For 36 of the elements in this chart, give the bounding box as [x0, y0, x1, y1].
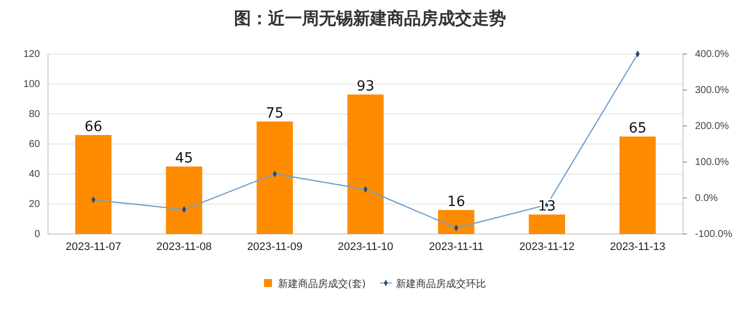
bar — [75, 135, 112, 234]
y2-tick-label: 100.0% — [695, 157, 730, 168]
y2-tick-label: -100.0% — [695, 229, 732, 240]
x-tick-label: 2023-11-07 — [66, 240, 122, 253]
chart-title: 图：近一周无锡新建商品房成交走势 — [234, 9, 506, 29]
y-tick-label: 100 — [23, 79, 40, 90]
legend-label: 新建商品房成交(套) — [278, 278, 366, 290]
y2-tick-label: 0.0% — [695, 193, 718, 204]
x-tick-label: 2023-11-09 — [247, 240, 303, 253]
bar — [528, 214, 566, 234]
x-tick-label: 2023-11-10 — [338, 240, 394, 253]
bar — [256, 122, 293, 234]
data-label: 93 — [356, 78, 374, 94]
y2-tick-label: 200.0% — [695, 121, 730, 132]
bar — [166, 166, 202, 234]
x-tick-label: 2023-11-12 — [519, 240, 575, 253]
x-tick-label: 2023-11-11 — [428, 240, 484, 253]
y-tick-label: 40 — [28, 169, 40, 180]
y2-tick-label: 400.0% — [695, 49, 730, 60]
y2-tick-label: 300.0% — [695, 85, 730, 96]
data-label: 65 — [628, 120, 647, 136]
bar — [347, 94, 384, 234]
y-tick-label: 80 — [28, 109, 40, 120]
data-label: 45 — [175, 150, 193, 166]
data-label: 66 — [84, 119, 102, 135]
bar — [438, 210, 474, 234]
bar — [620, 136, 656, 234]
y-tick-label: 0 — [34, 229, 40, 240]
data-label: 75 — [266, 106, 284, 122]
y-tick-label: 60 — [28, 139, 40, 150]
y-tick-label: 20 — [28, 199, 40, 210]
data-label: 16 — [447, 194, 466, 210]
x-tick-label: 2023-11-13 — [610, 240, 666, 253]
x-tick-label: 2023-11-08 — [156, 240, 212, 253]
legend-label: 新建商品房成交环比 — [396, 278, 486, 290]
y-tick-label: 120 — [23, 49, 40, 60]
